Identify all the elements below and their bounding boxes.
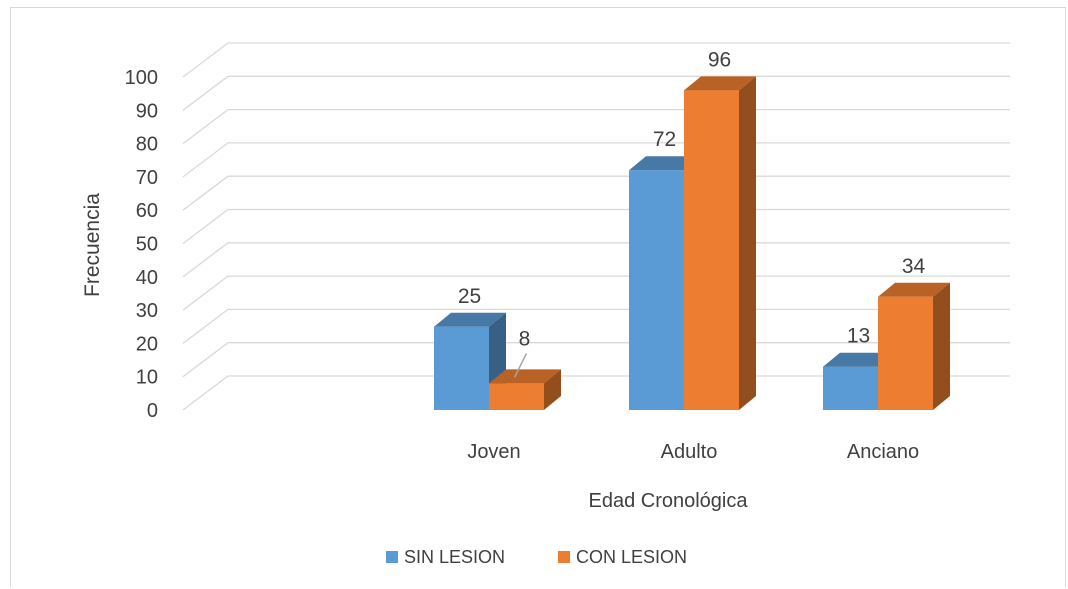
y-tick-label: 80 — [136, 134, 158, 156]
y-tick-label: 100 — [125, 67, 158, 89]
y-tick-label: 30 — [136, 300, 158, 322]
bar-front — [629, 170, 684, 410]
gridline-diagonal — [182, 109, 229, 145]
legend: SIN LESION CON LESION — [386, 547, 687, 567]
data-labels: 25 8 72 96 13 34 — [458, 48, 926, 378]
y-tick-label: 10 — [136, 367, 158, 389]
gridline-diagonal — [182, 42, 229, 78]
legend-label-sin-lesion: SIN LESION — [404, 547, 505, 567]
bar-side — [933, 282, 950, 410]
y-tick-label: 40 — [136, 267, 158, 289]
gridline-diagonal — [182, 342, 229, 378]
x-axis-categories: Joven Adulto Anciano — [467, 441, 919, 463]
y-axis-title: Frecuencia — [81, 193, 104, 297]
bar-top — [434, 312, 506, 327]
legend-label-con-lesion: CON LESION — [576, 547, 687, 567]
legend-swatch-con-lesion — [558, 551, 570, 563]
bars — [434, 76, 950, 410]
data-label: 13 — [847, 325, 870, 348]
data-label: 25 — [458, 285, 481, 308]
data-label: 8 — [519, 327, 531, 350]
bar-front — [878, 296, 933, 410]
bar-side — [544, 369, 561, 410]
legend-swatch-sin-lesion — [386, 551, 398, 563]
bar-top — [878, 282, 950, 297]
y-tick-label: 70 — [136, 167, 158, 189]
data-label: 96 — [708, 48, 731, 71]
bar — [684, 76, 756, 410]
gridlines — [182, 42, 1010, 411]
y-tick-label: 50 — [136, 234, 158, 256]
y-axis-ticks: 0 10 20 30 40 50 60 70 80 90 100 — [125, 67, 158, 422]
chart-frame — [10, 7, 1066, 587]
gridline-diagonal — [182, 175, 229, 211]
y-tick-label: 60 — [136, 200, 158, 222]
bar-top — [684, 76, 756, 91]
gridline-diagonal — [182, 208, 229, 245]
bar-top — [823, 352, 895, 367]
bar-front — [489, 383, 544, 410]
gridline-diagonal — [182, 375, 229, 411]
bar-top — [489, 369, 561, 384]
bar-top — [629, 156, 701, 171]
gridline-diagonal — [182, 275, 229, 311]
gridline-diagonal — [182, 242, 229, 278]
bar-front — [823, 366, 878, 410]
gridline-diagonal — [182, 75, 229, 111]
gridline-diagonal — [182, 142, 229, 178]
x-category-label: Joven — [467, 441, 520, 463]
y-tick-label: 0 — [147, 400, 158, 422]
bar — [878, 282, 950, 410]
bar-front — [434, 326, 489, 410]
gridline-diagonal — [182, 308, 229, 344]
bar — [489, 369, 561, 410]
x-category-label: Adulto — [661, 441, 718, 463]
x-category-label: Anciano — [847, 441, 919, 463]
data-label: 72 — [653, 128, 676, 151]
bar-side — [739, 76, 756, 410]
y-tick-label: 90 — [136, 100, 158, 122]
y-tick-label: 20 — [136, 333, 158, 355]
data-label: 34 — [902, 255, 926, 278]
bar-front — [684, 90, 739, 410]
x-axis-title: Edad Cronológica — [589, 490, 749, 512]
data-label-leader — [513, 353, 528, 378]
